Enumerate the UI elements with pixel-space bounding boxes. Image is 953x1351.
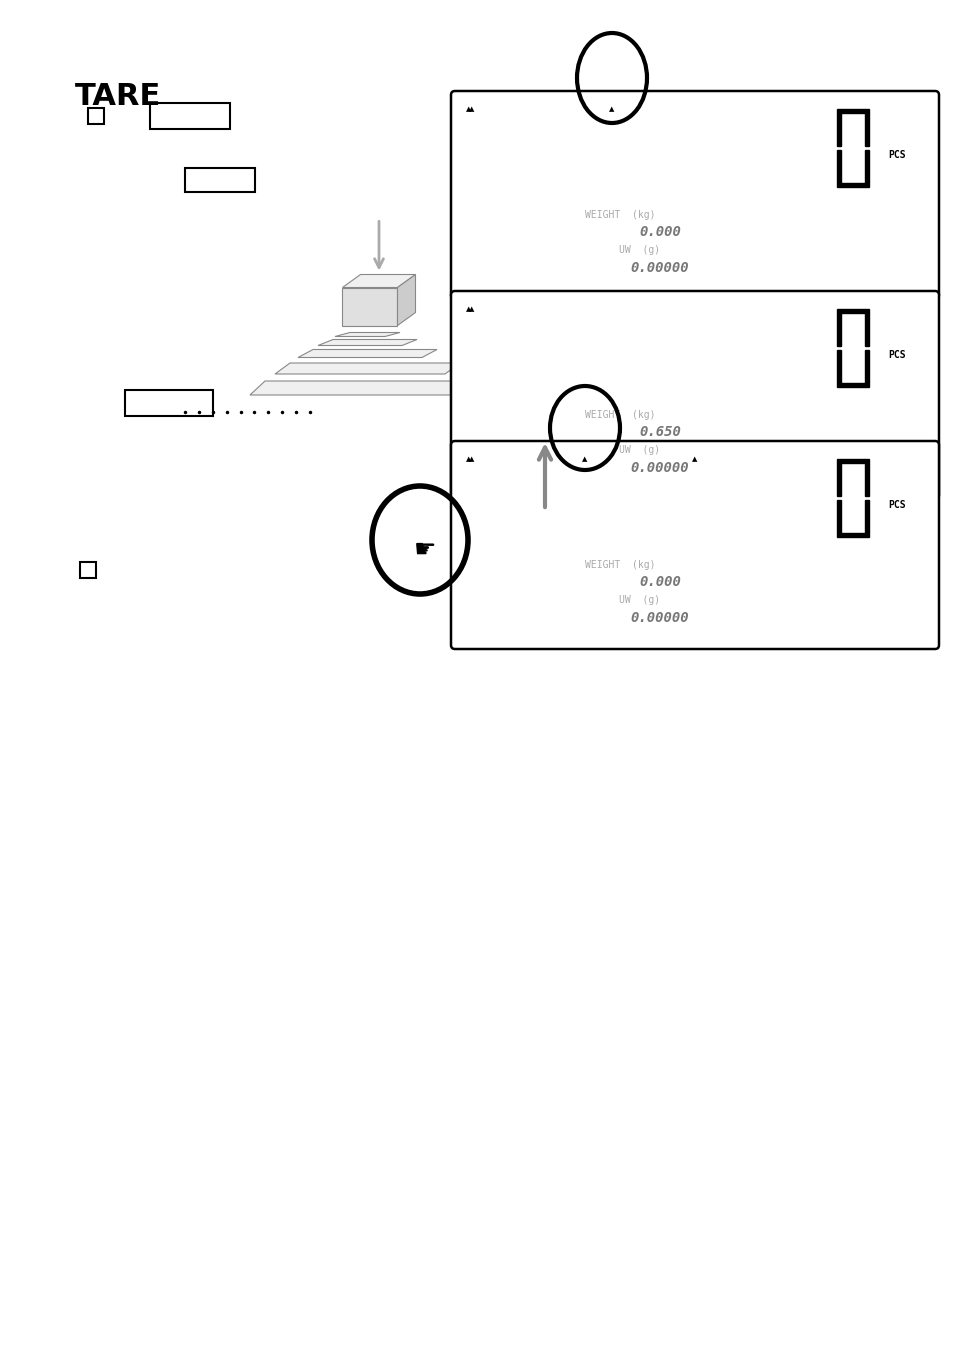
Bar — [150, 103, 230, 128]
Polygon shape — [397, 274, 416, 326]
Text: UW  (g): UW (g) — [618, 245, 659, 255]
Text: UW  (g): UW (g) — [618, 594, 659, 605]
Bar — [863, 109, 868, 146]
FancyBboxPatch shape — [451, 440, 938, 648]
Text: ▲: ▲ — [466, 305, 471, 312]
Text: ▲: ▲ — [581, 457, 587, 462]
Bar — [863, 350, 868, 386]
Bar — [185, 168, 254, 192]
Text: PCS: PCS — [887, 350, 904, 359]
Bar — [125, 390, 213, 416]
Bar — [836, 350, 841, 386]
Polygon shape — [342, 274, 416, 288]
Text: ▲: ▲ — [609, 105, 614, 112]
Bar — [841, 459, 863, 463]
Text: 0.650: 0.650 — [639, 426, 680, 439]
Text: ▲: ▲ — [692, 457, 697, 462]
Text: WEIGHT  (kg): WEIGHT (kg) — [584, 409, 655, 420]
Text: ▲: ▲ — [466, 457, 471, 462]
Bar — [836, 150, 841, 186]
Polygon shape — [317, 339, 416, 346]
Text: ▲: ▲ — [469, 457, 475, 462]
FancyBboxPatch shape — [451, 91, 938, 299]
Text: PCS: PCS — [887, 500, 904, 509]
Polygon shape — [250, 381, 484, 394]
Bar — [836, 500, 841, 536]
Bar — [841, 532, 863, 536]
Bar — [863, 459, 868, 496]
Bar — [841, 182, 863, 186]
FancyBboxPatch shape — [451, 290, 938, 499]
Text: PCS: PCS — [887, 150, 904, 159]
Bar — [836, 309, 841, 346]
Text: 0.000: 0.000 — [639, 226, 680, 239]
Bar — [863, 150, 868, 186]
Bar — [841, 109, 863, 113]
Bar — [841, 382, 863, 386]
Bar — [863, 309, 868, 346]
Text: ▲: ▲ — [466, 105, 471, 112]
Text: 0.00000: 0.00000 — [630, 461, 689, 476]
Polygon shape — [342, 288, 397, 326]
Text: ▲: ▲ — [469, 305, 475, 312]
Text: WEIGHT  (kg): WEIGHT (kg) — [584, 209, 655, 220]
Bar — [80, 562, 96, 578]
Polygon shape — [335, 332, 399, 336]
Text: 0.00000: 0.00000 — [630, 611, 689, 626]
Text: WEIGHT  (kg): WEIGHT (kg) — [584, 561, 655, 570]
Text: ☛: ☛ — [414, 538, 436, 562]
Text: 0.000: 0.000 — [639, 576, 680, 589]
Text: UW  (g): UW (g) — [618, 444, 659, 455]
Bar — [836, 109, 841, 146]
Polygon shape — [297, 350, 436, 358]
Bar — [841, 309, 863, 313]
Text: ▲: ▲ — [469, 105, 475, 112]
Bar — [863, 500, 868, 536]
Text: TARE: TARE — [75, 82, 161, 111]
Polygon shape — [274, 363, 459, 374]
Bar — [836, 459, 841, 496]
Bar — [88, 108, 104, 124]
Text: 0.00000: 0.00000 — [630, 261, 689, 276]
